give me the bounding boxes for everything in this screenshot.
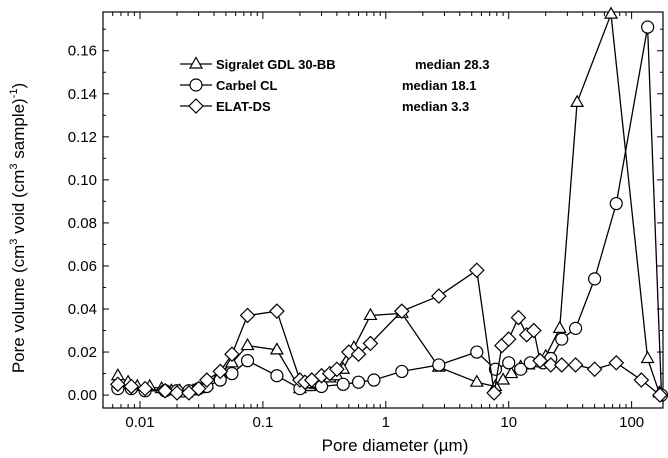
diamond-marker: [542, 357, 559, 373]
legend-diamond-marker: [188, 98, 204, 114]
triangle-marker: [269, 342, 284, 355]
diamond-marker: [169, 385, 185, 401]
y-axis-title-part: Pore volume (cm: [9, 245, 28, 373]
diamond-marker: [500, 331, 517, 347]
diamond-marker: [430, 288, 447, 304]
circle-marker: [502, 356, 516, 370]
y-tick-label: 0.12: [68, 129, 97, 146]
triangle-marker: [363, 307, 378, 321]
y-tick-label: 0.02: [68, 344, 97, 361]
y-tick-label: 0.00: [68, 387, 97, 404]
circle-marker: [432, 358, 446, 372]
x-tick-label: 1: [382, 414, 390, 431]
series-circle: [111, 20, 668, 402]
diamond-marker: [553, 357, 570, 373]
legend-label: Sigralet GDL 30-BB: [216, 57, 336, 72]
y-axis-title-superscript: -1: [8, 89, 20, 99]
circle-marker: [555, 332, 569, 346]
y-axis-title-superscript: 3: [8, 239, 20, 245]
diamond-marker: [608, 354, 625, 371]
legend-median: median 18.1: [402, 78, 476, 93]
diamond-marker: [486, 385, 502, 401]
y-tick-label: 0.08: [68, 215, 97, 232]
circle-marker: [367, 373, 381, 387]
legend: Sigralet GDL 30-BB median 28.3 Carbel CL me…: [180, 56, 489, 114]
circle-marker: [470, 345, 484, 359]
diamond-marker: [633, 372, 650, 388]
diamond-marker: [157, 382, 173, 399]
triangle-marker: [496, 372, 511, 385]
diamond-marker: [123, 378, 140, 395]
diamond-marker: [109, 376, 126, 393]
y-tick-label: 0.10: [68, 172, 97, 189]
diamond-marker: [652, 387, 668, 403]
legend-triangle-marker: [188, 56, 204, 69]
diamond-marker: [510, 309, 527, 326]
circle-marker: [514, 362, 528, 376]
circle-marker: [225, 366, 239, 381]
circle-marker: [240, 354, 255, 368]
circle-marker: [351, 375, 366, 389]
y-tick-label: 0.14: [68, 86, 97, 103]
axes: 0.00 0.02 0.04 0.06 0.08 0.10 0.12 0.14 0.16 0.01…: [68, 11, 664, 431]
circle-marker: [270, 369, 284, 383]
triangle-marker: [552, 320, 567, 333]
diamond-marker: [532, 352, 548, 369]
x-tick-label: 100: [619, 414, 644, 431]
y-tick-label: 0.16: [68, 43, 97, 60]
diamond-marker: [239, 307, 256, 324]
x-tick-label: 0.1: [252, 414, 273, 431]
y-tick-label: 0.04: [68, 301, 97, 318]
triangle-marker: [504, 365, 519, 379]
y-axis-title-part: void (cm: [9, 170, 28, 239]
series-diamond: [109, 262, 668, 403]
plot-series: [109, 6, 668, 403]
circle-marker: [641, 20, 655, 34]
diamond-marker: [567, 357, 584, 373]
triangle-marker: [570, 94, 585, 107]
triangle-marker: [604, 6, 619, 19]
diamond-marker: [586, 361, 603, 378]
y-tick-label: 0.06: [68, 258, 97, 275]
diamond-marker: [137, 380, 153, 397]
x-axis-title: Pore diameter (µm): [322, 436, 469, 455]
circle-marker: [336, 377, 350, 391]
legend-median: median 28.3: [415, 57, 489, 72]
diamond-marker: [350, 346, 367, 363]
y-axis-title-part: ): [9, 83, 28, 89]
diamond-marker: [329, 361, 345, 378]
triangle-marker: [640, 350, 655, 364]
triangle-marker: [469, 374, 484, 387]
diamond-marker: [199, 372, 215, 388]
x-tick-label: 10: [500, 414, 517, 431]
triangle-marker: [240, 337, 255, 351]
y-axis-title-superscript: 3: [8, 163, 20, 169]
diamond-marker: [224, 346, 240, 363]
diamond-marker: [468, 262, 485, 279]
legend-median: median 3.3: [402, 99, 469, 114]
diamond-marker: [362, 335, 379, 352]
legend-label: ELAT-DS: [216, 99, 271, 114]
legend-circle-marker: [189, 78, 203, 92]
series-line-triangle: [117, 13, 660, 394]
x-tick-label: 0.01: [125, 414, 154, 431]
diamond-marker: [269, 303, 285, 320]
diamond-marker: [190, 380, 207, 397]
diamond-marker: [393, 303, 410, 320]
diamond-marker: [525, 322, 542, 339]
plot-frame: [102, 11, 664, 409]
legend-label: Carbel CL: [216, 78, 277, 93]
y-axis-title-part: sample): [9, 98, 28, 163]
y-axis-title: Pore volume (cm3 void (cm3 sample)-1): [8, 83, 28, 373]
circle-marker: [609, 196, 623, 211]
circle-marker: [568, 321, 583, 335]
circle-marker: [395, 364, 409, 379]
circle-marker: [588, 272, 602, 286]
diamond-marker: [212, 363, 229, 380]
